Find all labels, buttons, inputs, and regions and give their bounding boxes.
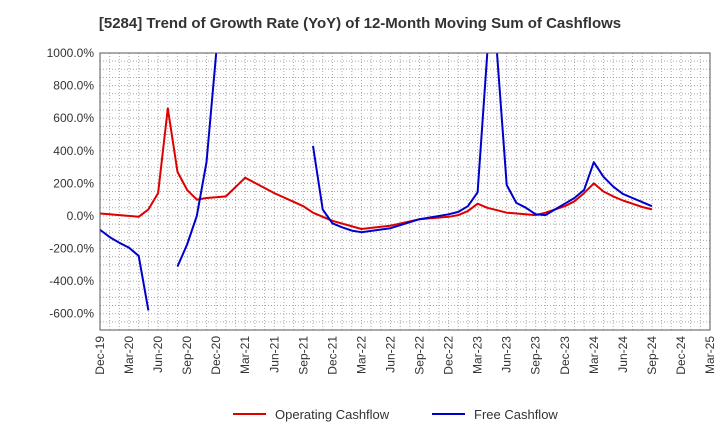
y-tick-label: -200.0% [49, 242, 94, 256]
x-tick-label: Dec-21 [325, 336, 339, 375]
y-tick-label: -600.0% [49, 307, 94, 321]
series-line-free-cashflow [176, 53, 218, 267]
series-lines [100, 53, 653, 311]
x-tick-label: Sep-23 [529, 336, 543, 375]
x-tick-label: Dec-19 [93, 336, 107, 375]
x-tick-label: Dec-23 [558, 336, 572, 375]
x-tick-label: Dec-20 [209, 336, 223, 375]
x-tick-label: Mar-20 [122, 336, 136, 374]
y-tick-label: 200.0% [53, 176, 94, 190]
x-tick-label: Mar-21 [238, 336, 252, 374]
y-tick-label: 400.0% [53, 144, 94, 158]
x-tick-label: Dec-24 [674, 336, 688, 375]
series-line-operating-cashflow [100, 107, 653, 230]
y-tick-label: -400.0% [49, 274, 94, 288]
x-tick-label: Mar-24 [587, 336, 601, 374]
legend: Operating Cashflow Free Cashflow [233, 407, 558, 422]
series-line-free-cashflow [312, 53, 489, 234]
x-tick-label: Jun-21 [267, 336, 281, 373]
x-tick-label: Jun-22 [383, 336, 397, 373]
y-tick-label: 600.0% [53, 111, 94, 125]
legend-label-free-cashflow: Free Cashflow [474, 407, 558, 422]
x-tick-label: Jun-20 [151, 336, 165, 373]
x-tick-label: Sep-20 [180, 336, 194, 375]
y-tick-label: 0.0% [67, 209, 95, 223]
y-axis-tick-labels: 1000.0% 800.0% 600.0% 400.0% 200.0% 0.0% -200.… [47, 46, 95, 321]
x-axis-tick-labels: Dec-19 Mar-20 Jun-20 Sep-20 Dec-20 Mar-21 Jun-… [93, 336, 717, 375]
chart-title: [5284] Trend of Growth Rate (YoY) of 12-… [99, 15, 621, 32]
x-tick-label: Sep-21 [296, 336, 310, 375]
x-tick-label: Jun-24 [616, 336, 630, 373]
x-tick-label: Mar-22 [354, 336, 368, 374]
x-tick-label: Mar-23 [471, 336, 485, 374]
x-tick-label: Mar-25 [703, 336, 717, 374]
legend-label-operating-cashflow: Operating Cashflow [275, 407, 390, 422]
x-tick-label: Sep-22 [413, 336, 427, 375]
x-tick-label: Sep-24 [645, 336, 659, 375]
series-line-free-cashflow [496, 53, 653, 217]
series-line-free-cashflow [100, 229, 150, 311]
x-tick-label: Jun-23 [500, 336, 514, 373]
y-tick-label: 800.0% [53, 79, 94, 93]
plot-border [99, 52, 711, 331]
y-tick-label: 1000.0% [47, 46, 95, 60]
x-tick-label: Dec-22 [442, 336, 456, 375]
